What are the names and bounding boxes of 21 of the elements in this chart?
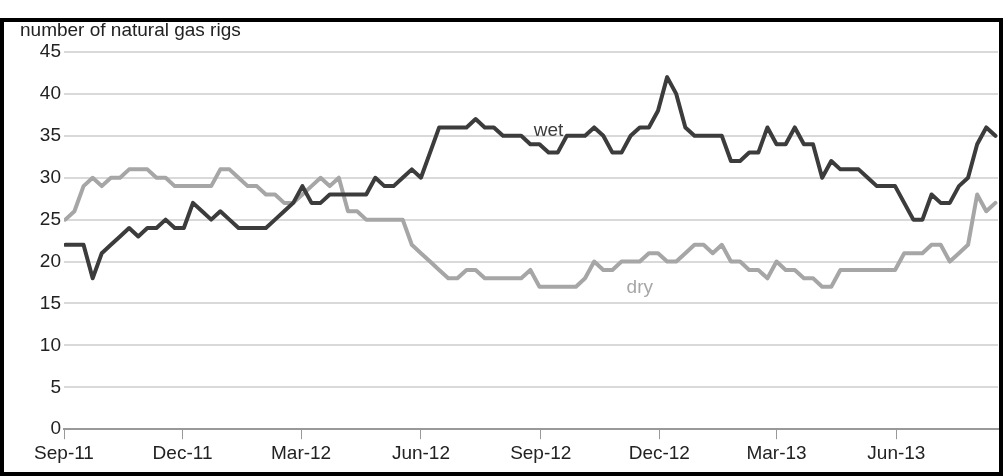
y-axis-title: number of natural gas rigs: [20, 19, 241, 41]
y-tick-label: 0: [50, 417, 61, 439]
x-tick-label: Sep-12: [510, 441, 572, 463]
y-tick-label: 35: [39, 124, 61, 146]
x-tick-label: Mar-12: [270, 441, 332, 463]
y-tick-label: 40: [39, 82, 61, 104]
y-tick-label: 20: [39, 249, 61, 271]
y-tick-label: 25: [39, 207, 61, 229]
y-tick-label: 45: [39, 40, 61, 62]
x-tick-label: Sep-11: [34, 441, 94, 463]
series-label: wet: [532, 118, 565, 140]
x-tick-label: Jun-12: [391, 441, 450, 463]
y-tick-label: 30: [39, 165, 61, 187]
x-tick-label: Mar-13: [746, 441, 807, 463]
x-tick-label: Dec-11: [152, 441, 213, 463]
x-tick-label: Dec-12: [628, 441, 690, 463]
y-tick-label: 5: [50, 375, 61, 397]
series-label: dry: [626, 275, 654, 297]
x-tick-label: Jun-13: [867, 441, 926, 463]
y-tick-label: 10: [39, 333, 61, 355]
y-tick-label: 15: [39, 291, 61, 313]
